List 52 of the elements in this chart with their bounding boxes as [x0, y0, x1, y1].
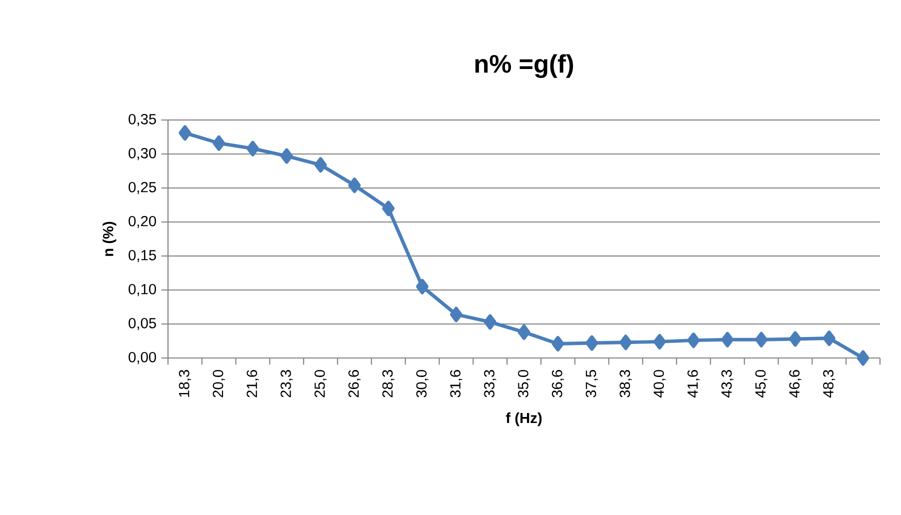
x-axis-title: f (Hz) — [506, 412, 542, 426]
x-tick-label: 43,3 — [721, 370, 734, 398]
point — [450, 306, 462, 322]
point — [687, 332, 700, 348]
x-tick-label: 21,6 — [246, 370, 259, 398]
point — [212, 135, 226, 151]
point — [755, 332, 768, 348]
x-tick-label: 45,0 — [755, 370, 768, 398]
point — [789, 331, 802, 347]
y-tick-label: 0,05 — [128, 318, 156, 330]
x-tick-label: 41,6 — [687, 370, 700, 398]
point — [416, 278, 429, 294]
point — [178, 125, 192, 141]
x-tick-label: 35,0 — [518, 370, 530, 398]
point — [822, 330, 836, 346]
point — [619, 334, 632, 350]
x-tick-label: 46,6 — [789, 370, 802, 398]
point — [314, 157, 327, 173]
chart-title: n% =g(f) — [475, 54, 574, 78]
point — [280, 148, 293, 164]
y-tick-label: 0,10 — [128, 284, 156, 296]
point — [246, 140, 259, 156]
point — [856, 350, 870, 366]
x-tick-label: 48,3 — [823, 370, 836, 398]
x-tick-label: 25,0 — [314, 370, 327, 398]
y-tick-label: 0,20 — [128, 216, 156, 228]
x-tick-label: 38,3 — [620, 370, 632, 398]
point — [348, 178, 361, 194]
point — [653, 334, 666, 350]
x-tick-label: 20,0 — [212, 370, 225, 398]
x-tick-label: 28,3 — [382, 370, 394, 398]
point — [484, 314, 496, 330]
x-tick-label: 40,0 — [654, 370, 666, 398]
y-tick-label: 0,30 — [128, 148, 156, 160]
x-tick-label: 26,6 — [348, 370, 361, 398]
point — [552, 336, 564, 352]
x-tick-label: 30,0 — [416, 370, 428, 398]
point — [518, 324, 530, 340]
y-tick-label: 0,15 — [128, 250, 156, 262]
x-tick-label: 37,5 — [586, 370, 598, 398]
y-tick-label: 0,35 — [128, 114, 156, 126]
x-tick-label: 36,6 — [552, 370, 564, 398]
x-tick-label: 23,3 — [280, 370, 293, 398]
y-tick-label: 0,25 — [128, 182, 156, 194]
x-tick-label: 18,3 — [178, 370, 192, 397]
point — [382, 200, 395, 216]
x-tick-label: 33,3 — [484, 370, 496, 398]
y-tick-label: 0,00 — [128, 352, 156, 364]
y-axis-title: n (%) — [102, 222, 116, 256]
point — [721, 332, 734, 348]
point — [586, 335, 598, 351]
x-tick-label: 31,6 — [450, 370, 462, 398]
